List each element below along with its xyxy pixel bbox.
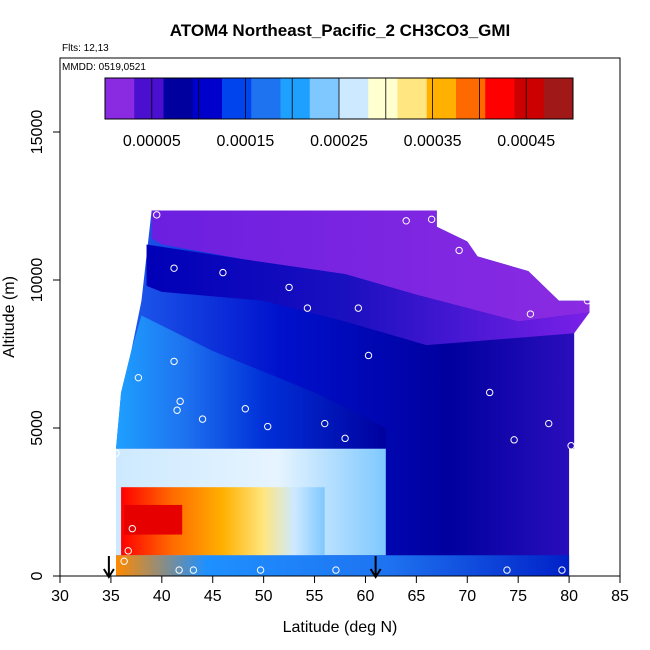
obs-point xyxy=(170,264,178,272)
obs-point xyxy=(173,406,181,414)
field-surface-band xyxy=(116,555,570,576)
colorbar-swatch xyxy=(514,78,545,119)
obs-point xyxy=(176,397,184,406)
colorbar-swatch xyxy=(426,78,457,119)
obs-point xyxy=(112,449,120,457)
obs-point xyxy=(503,566,511,574)
obs-point xyxy=(285,283,293,292)
y-axis: 0 5000 10000 15000 xyxy=(29,110,60,580)
obs-point xyxy=(219,268,227,277)
colorbar-swatch xyxy=(309,78,340,119)
obs-point xyxy=(341,434,349,443)
colorbar-swatch xyxy=(280,78,311,119)
flight-arrows xyxy=(103,556,382,579)
x-tick-label: 45 xyxy=(204,588,222,605)
obs-point xyxy=(545,419,553,428)
obs-point xyxy=(124,547,132,555)
x-tick-label: 80 xyxy=(560,588,578,605)
obs-point xyxy=(402,217,410,225)
obs-point xyxy=(153,211,161,219)
obs-point xyxy=(364,351,373,360)
obs-point xyxy=(332,566,340,574)
colorbar-swatch xyxy=(368,78,398,119)
flights-annotation: Flts: 12,13 xyxy=(62,43,109,54)
obs-point xyxy=(170,357,178,366)
obs-point xyxy=(134,373,143,382)
obs-point xyxy=(256,566,265,574)
flight-arrow xyxy=(103,556,115,579)
colorbar-swatch xyxy=(163,78,194,119)
x-tick-label: 70 xyxy=(458,588,476,605)
x-tick-label: 55 xyxy=(306,588,324,605)
colorbar-swatch xyxy=(397,78,428,119)
obs-point xyxy=(303,304,312,312)
x-tick-label: 75 xyxy=(509,588,527,605)
obs-point xyxy=(526,310,535,318)
x-tick-label: 50 xyxy=(255,588,273,605)
obs-point xyxy=(189,566,198,574)
colorbar-swatch xyxy=(134,78,164,119)
field-max-core xyxy=(124,504,183,535)
colorbar-tick-label: 0.00025 xyxy=(310,133,368,150)
x-tick-label: 30 xyxy=(51,588,69,605)
obs-point xyxy=(264,422,272,431)
obs-point xyxy=(583,297,592,305)
colorbar-swatch xyxy=(543,78,574,119)
obs-point xyxy=(354,304,363,312)
obs-point xyxy=(455,246,463,255)
chart-title: ATOM4 Northeast_Pacific_2 CH3CO3_GMI xyxy=(170,21,510,40)
field-mid-band xyxy=(116,315,386,449)
colorbar-swatch xyxy=(339,78,369,119)
colorbar-swatch xyxy=(456,78,486,119)
colorbar-swatch xyxy=(105,78,135,119)
x-tick-label: 85 xyxy=(611,588,629,605)
obs-point xyxy=(427,215,436,224)
x-tick-label: 60 xyxy=(357,588,375,605)
x-axis: 30 35 40 45 50 55 60 65 70 75 80 85 xyxy=(51,576,629,605)
y-tick-label: 0 xyxy=(29,571,46,580)
colorbar-tick-label: 0.00045 xyxy=(497,133,555,150)
colorbar-swatch xyxy=(192,78,223,119)
dates-annotation: MMDD: 0519,0521 xyxy=(62,62,146,73)
x-tick-label: 35 xyxy=(102,588,120,605)
obs-point xyxy=(485,388,494,397)
obs-point xyxy=(128,524,136,533)
y-tick-label: 15000 xyxy=(29,110,46,155)
obs-point xyxy=(175,566,183,574)
obs-point xyxy=(241,405,250,413)
field-upper-tongue xyxy=(146,244,590,346)
x-tick-label: 40 xyxy=(153,588,171,605)
x-axis-label: Latitude (deg N) xyxy=(283,619,398,636)
obs-point xyxy=(321,419,329,428)
field-upper-band xyxy=(151,210,590,322)
colorbar-tick-label: 0.00005 xyxy=(123,133,181,150)
obs-point xyxy=(510,436,518,444)
obs-point xyxy=(567,442,575,450)
colorbar-swatch xyxy=(222,78,252,119)
x-tick-label: 65 xyxy=(407,588,425,605)
y-tick-label: 5000 xyxy=(29,410,46,446)
y-tick-label: 10000 xyxy=(29,258,46,303)
heatmap-field xyxy=(116,210,590,576)
colorbar-swatch xyxy=(485,78,515,119)
plot-frame xyxy=(59,57,621,577)
y-axis-label: Altitude (m) xyxy=(1,276,18,358)
colorbar: 0.00005 0.00015 0.00025 0.00035 0.00045 xyxy=(104,77,574,150)
obs-point xyxy=(120,557,128,565)
flight-arrow xyxy=(369,556,382,579)
obs-point xyxy=(198,415,207,423)
colorbar-tick-label: 0.00035 xyxy=(404,133,462,150)
observation-points xyxy=(112,211,592,574)
colorbar-tick-label: 0.00015 xyxy=(216,133,274,150)
colorbar-swatch xyxy=(251,78,281,119)
obs-point xyxy=(558,566,566,574)
